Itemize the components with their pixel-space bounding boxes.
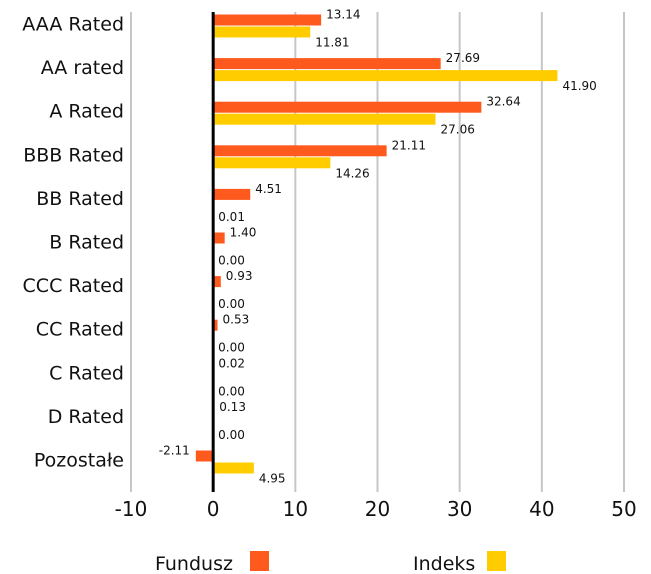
x-tick-label: 0 <box>207 497 220 521</box>
x-tick-label: 40 <box>529 497 554 521</box>
bar-fundusz <box>213 276 221 288</box>
bar-fundusz <box>213 319 218 331</box>
data-label: 0.13 <box>219 400 246 414</box>
bar-indeks <box>213 26 311 38</box>
data-label: 11.81 <box>315 36 349 50</box>
bar-indeks <box>213 462 254 474</box>
data-label: 21.11 <box>392 138 426 152</box>
x-tick-label: -10 <box>115 497 148 521</box>
category-label: Pozostałe <box>34 450 124 472</box>
data-label: 0.00 <box>218 428 245 442</box>
bar-fundusz <box>213 14 322 26</box>
x-tick-label: 50 <box>611 497 636 521</box>
data-label: 27.69 <box>446 51 480 65</box>
x-tick-label: 10 <box>283 497 308 521</box>
legend: Fundusz Indeks <box>155 551 506 574</box>
bar-fundusz <box>213 101 482 113</box>
category-label: D Rated <box>48 406 124 428</box>
bar-fundusz <box>195 450 214 462</box>
bar-fundusz <box>213 232 225 244</box>
bars-layer <box>195 14 558 474</box>
data-label: 0.00 <box>218 384 245 398</box>
category-label: CCC Rated <box>23 275 124 297</box>
data-label: 0.01 <box>218 210 245 224</box>
data-label: 13.14 <box>326 8 360 22</box>
category-label: C Rated <box>49 362 124 384</box>
labels-layer: -10 0 10 20 30 40 50 AAA Rated 13.14 11.81 AA rate… <box>22 8 636 522</box>
bar-fundusz <box>213 188 251 200</box>
data-label: 0.53 <box>223 313 250 327</box>
data-label: 4.51 <box>255 182 282 196</box>
legend-swatch-indeks <box>487 551 506 571</box>
data-label: 0.00 <box>218 297 245 311</box>
data-label: 0.00 <box>218 341 245 355</box>
data-label: 32.64 <box>486 95 520 109</box>
bar-fundusz <box>213 145 387 157</box>
bar-fundusz <box>213 58 441 70</box>
category-label: BBB Rated <box>23 144 124 166</box>
legend-label-fundusz: Fundusz <box>155 553 233 574</box>
data-label: -2.11 <box>159 444 190 458</box>
data-label: 27.06 <box>441 123 475 137</box>
data-label: 41.90 <box>562 79 596 93</box>
grid-layer <box>130 12 625 492</box>
category-label: B Rated <box>49 232 124 254</box>
bar-indeks <box>213 157 331 169</box>
category-label: A Rated <box>49 101 124 123</box>
category-label: AAA Rated <box>22 14 124 36</box>
data-label: 1.40 <box>230 226 257 240</box>
bar-indeks <box>213 113 436 125</box>
data-label: 14.26 <box>335 166 369 180</box>
bar-indeks <box>213 70 558 82</box>
data-label: 0.02 <box>218 356 245 370</box>
category-label: CC Rated <box>36 319 124 341</box>
legend-label-indeks: Indeks <box>413 553 475 574</box>
category-label: AA rated <box>41 57 124 79</box>
data-label: 4.95 <box>259 472 286 486</box>
x-tick-label: 30 <box>447 497 472 521</box>
data-label: 0.93 <box>226 269 253 283</box>
x-tick-label: 20 <box>365 497 390 521</box>
legend-swatch-fundusz <box>250 551 269 571</box>
category-label: BB Rated <box>36 188 124 210</box>
data-label: 0.00 <box>218 254 245 268</box>
